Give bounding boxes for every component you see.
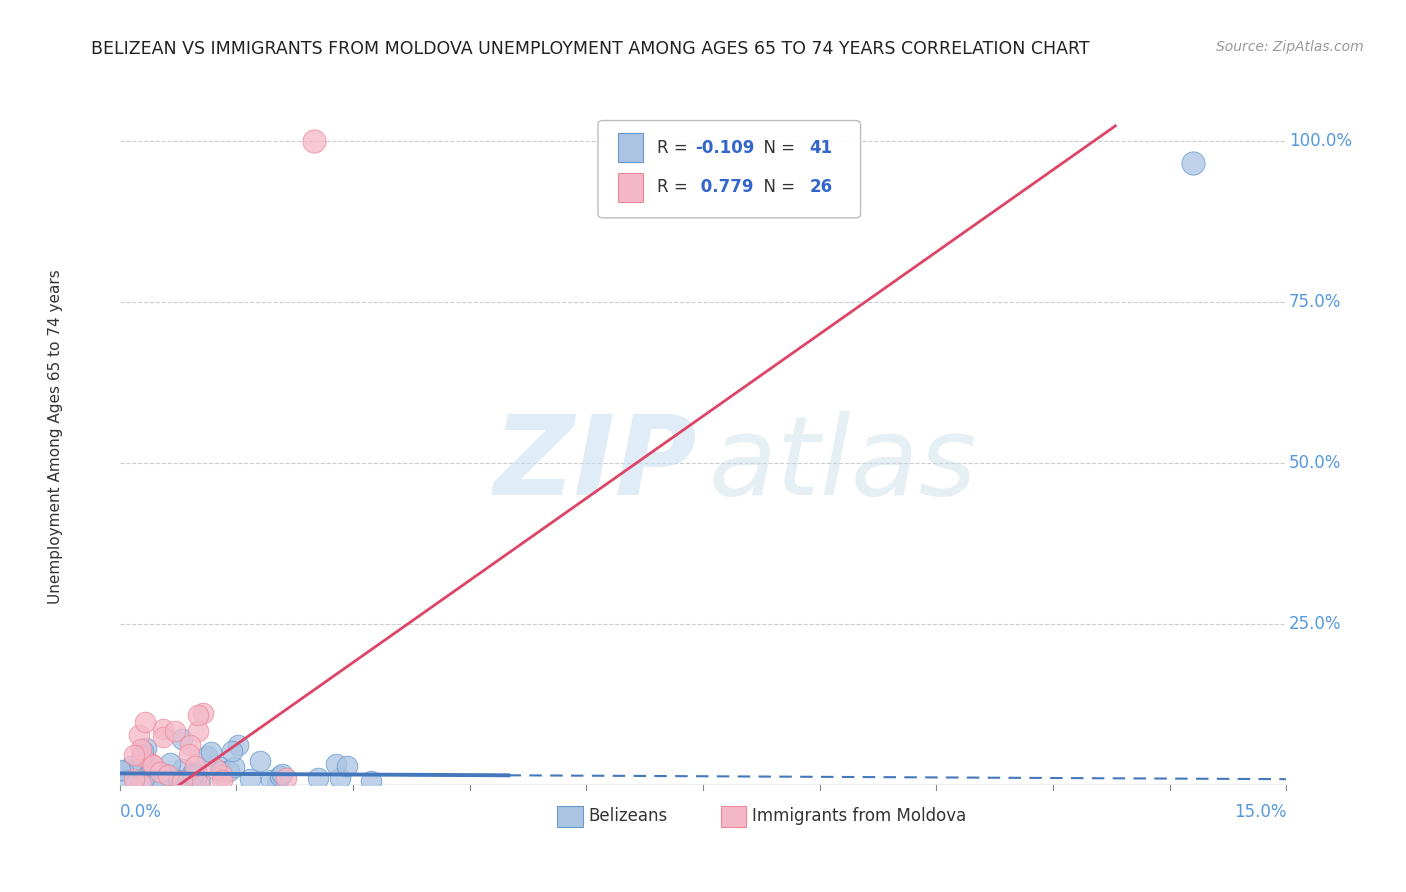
Text: R =: R = bbox=[658, 138, 693, 157]
Point bbox=[141, 757, 163, 772]
Text: ZIP: ZIP bbox=[494, 411, 697, 518]
Point bbox=[329, 771, 352, 785]
Point bbox=[163, 724, 186, 739]
Text: 100.0%: 100.0% bbox=[1289, 132, 1351, 150]
Point bbox=[170, 732, 193, 747]
Point bbox=[127, 759, 149, 773]
Point bbox=[187, 707, 209, 722]
Point bbox=[181, 768, 204, 782]
Point bbox=[360, 774, 382, 789]
Point bbox=[134, 714, 156, 729]
FancyBboxPatch shape bbox=[598, 120, 860, 218]
Point bbox=[211, 772, 233, 787]
Point bbox=[184, 758, 207, 772]
Text: N =: N = bbox=[754, 178, 800, 196]
Text: 15.0%: 15.0% bbox=[1234, 803, 1286, 821]
Point bbox=[108, 763, 131, 777]
Point bbox=[120, 758, 142, 772]
Point bbox=[218, 764, 240, 779]
Point bbox=[129, 741, 152, 756]
Point bbox=[181, 770, 204, 784]
Point bbox=[112, 764, 135, 779]
Point bbox=[179, 739, 201, 753]
Point bbox=[173, 775, 195, 789]
Point bbox=[191, 706, 214, 720]
Text: 26: 26 bbox=[810, 178, 832, 196]
Text: Immigrants from Moldova: Immigrants from Moldova bbox=[752, 807, 966, 825]
Point bbox=[274, 772, 297, 786]
Point bbox=[187, 777, 209, 791]
Text: BELIZEAN VS IMMIGRANTS FROM MOLDOVA UNEMPLOYMENT AMONG AGES 65 TO 74 YEARS CORRE: BELIZEAN VS IMMIGRANTS FROM MOLDOVA UNEM… bbox=[91, 40, 1090, 58]
Bar bbox=[617, 133, 644, 162]
Bar bbox=[720, 805, 747, 827]
Point bbox=[148, 773, 170, 788]
Point bbox=[209, 764, 232, 778]
Point bbox=[146, 771, 169, 785]
Text: N =: N = bbox=[754, 138, 800, 157]
Point bbox=[200, 745, 222, 759]
Text: 0.0%: 0.0% bbox=[120, 803, 162, 821]
Text: 0.779: 0.779 bbox=[695, 178, 754, 196]
Point bbox=[159, 756, 181, 771]
Point bbox=[142, 758, 165, 772]
Point bbox=[129, 777, 152, 791]
Point bbox=[115, 772, 138, 787]
Text: -0.109: -0.109 bbox=[695, 138, 754, 157]
Bar bbox=[617, 173, 644, 202]
Point bbox=[128, 728, 150, 742]
Point bbox=[132, 744, 155, 758]
Point bbox=[172, 774, 194, 789]
Point bbox=[131, 748, 153, 763]
Point bbox=[152, 730, 174, 744]
Point bbox=[226, 738, 249, 752]
Point bbox=[156, 768, 179, 782]
Point bbox=[186, 770, 208, 784]
Point bbox=[208, 760, 231, 774]
Point bbox=[302, 134, 325, 148]
Point bbox=[211, 768, 233, 782]
Text: 75.0%: 75.0% bbox=[1289, 293, 1341, 310]
Text: 50.0%: 50.0% bbox=[1289, 454, 1341, 472]
Point bbox=[222, 760, 245, 774]
Text: 41: 41 bbox=[810, 138, 832, 157]
Point bbox=[269, 769, 291, 783]
Point bbox=[249, 754, 271, 768]
Point bbox=[239, 772, 262, 786]
Point bbox=[260, 773, 283, 788]
Text: Belizeans: Belizeans bbox=[589, 807, 668, 825]
Point bbox=[270, 766, 292, 780]
Point bbox=[149, 765, 172, 780]
Point bbox=[181, 764, 204, 779]
Text: 25.0%: 25.0% bbox=[1289, 615, 1341, 633]
Text: Unemployment Among Ages 65 to 74 years: Unemployment Among Ages 65 to 74 years bbox=[48, 269, 63, 605]
Point bbox=[266, 777, 288, 791]
Point bbox=[170, 762, 193, 776]
Text: Source: ZipAtlas.com: Source: ZipAtlas.com bbox=[1216, 40, 1364, 54]
Point bbox=[195, 749, 218, 764]
Point bbox=[188, 774, 211, 789]
Point bbox=[177, 747, 200, 762]
Point bbox=[124, 747, 146, 762]
Point bbox=[122, 772, 145, 787]
Point bbox=[205, 762, 228, 776]
Point bbox=[155, 766, 177, 780]
Point bbox=[336, 759, 359, 773]
Point bbox=[152, 722, 174, 736]
Point bbox=[187, 723, 209, 738]
Point bbox=[325, 756, 347, 771]
Text: atlas: atlas bbox=[709, 411, 977, 518]
Text: R =: R = bbox=[658, 178, 693, 196]
Point bbox=[132, 771, 155, 785]
Point bbox=[135, 740, 157, 755]
Point bbox=[221, 744, 243, 758]
Point bbox=[166, 773, 188, 788]
Point bbox=[307, 772, 329, 786]
Bar bbox=[557, 805, 583, 827]
Point bbox=[1182, 156, 1205, 170]
Point bbox=[139, 757, 162, 772]
